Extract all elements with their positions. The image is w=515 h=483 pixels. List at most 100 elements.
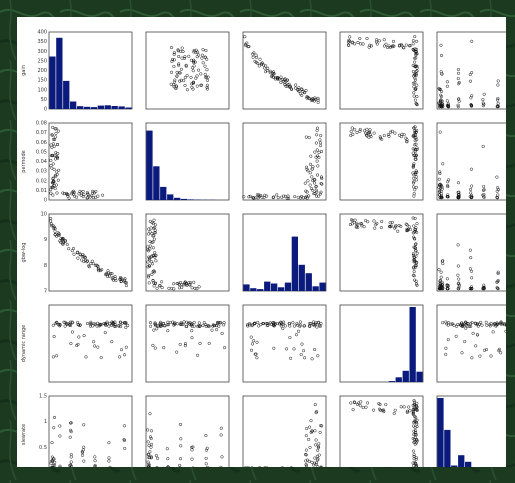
scatter-point <box>415 138 419 142</box>
scatter-point <box>215 320 220 324</box>
scatter-point <box>456 67 460 72</box>
scatter-point <box>289 356 293 360</box>
scatter-point <box>172 51 176 55</box>
scatter-point <box>203 72 207 76</box>
histogram-bar <box>451 465 458 467</box>
scatter-point <box>49 466 53 467</box>
scatter-point <box>349 133 353 138</box>
scatter-point <box>311 188 315 192</box>
scatter-point <box>361 406 365 410</box>
scatter-point <box>113 275 117 279</box>
scatter-point <box>93 459 97 463</box>
scatter-point <box>414 441 419 445</box>
scatter-point <box>52 167 56 171</box>
scatter-point <box>437 268 441 272</box>
scatter-point <box>104 323 108 327</box>
scatter-point <box>439 103 443 107</box>
y-tick-label: 0.01 <box>36 188 47 194</box>
scatter-point <box>412 400 416 404</box>
scatter-point <box>148 412 152 416</box>
scatter-point <box>190 329 194 333</box>
histogram-bar <box>264 281 271 291</box>
scatter-point <box>438 278 443 282</box>
scatter-point <box>307 194 311 198</box>
scatter-point <box>205 57 209 61</box>
scatter-point <box>52 144 56 148</box>
histogram-bar <box>174 197 181 201</box>
scatter-point <box>468 248 472 252</box>
scatter-point <box>199 83 203 87</box>
scatter-point <box>496 270 500 274</box>
scatter-point <box>91 191 95 195</box>
scatter-point <box>62 320 66 324</box>
scatter-point <box>470 287 474 291</box>
scatter-point <box>413 418 417 422</box>
scatter-point <box>191 66 195 70</box>
scatter-point <box>119 348 124 352</box>
scatter-point <box>253 352 257 356</box>
scatter-point <box>484 320 488 324</box>
scatter-point <box>87 265 91 269</box>
scatter-point <box>469 256 473 260</box>
scatter-point <box>320 182 324 186</box>
scatter-point <box>412 464 416 467</box>
scatter-point <box>375 221 379 225</box>
scatter-point <box>152 218 156 222</box>
scatter-point <box>55 170 59 174</box>
scatter-point <box>192 48 196 53</box>
scatter-point <box>97 324 101 328</box>
scatter-point <box>413 432 417 436</box>
scatter-point <box>315 148 319 152</box>
scatter-point <box>389 130 393 134</box>
histogram-bar <box>437 398 444 467</box>
scatter-point <box>56 231 60 235</box>
scatter-point <box>407 405 411 409</box>
histogram-bar <box>160 186 167 200</box>
scatter-point <box>484 348 489 352</box>
scatter-point <box>415 147 419 151</box>
scatter-point <box>496 286 500 290</box>
scatter-point <box>292 347 296 351</box>
scatter-point <box>412 224 416 228</box>
scatter-point <box>304 459 308 463</box>
scatter-point <box>203 64 207 68</box>
scatter-point <box>192 58 196 62</box>
scatter-point <box>172 85 176 89</box>
scatter-point <box>313 429 317 433</box>
scatter-point <box>124 322 128 326</box>
scatter-point <box>415 39 419 43</box>
scatter-point <box>414 175 418 179</box>
histogram-bar <box>104 105 111 110</box>
scatter-point <box>53 137 57 142</box>
scatter-point <box>444 320 448 324</box>
scatter-point <box>414 415 418 419</box>
histogram-bar <box>250 288 257 291</box>
scatter-point <box>114 279 118 283</box>
scatter-point <box>397 223 401 228</box>
scatter-point <box>177 286 182 290</box>
panel-permode-vs-permode <box>145 122 230 201</box>
scatter-point <box>178 342 182 346</box>
scatter-point <box>391 39 396 43</box>
scatter-point <box>149 442 154 446</box>
scatter-point <box>414 404 418 408</box>
scatter-point <box>204 48 208 53</box>
scatter-point <box>413 425 417 429</box>
scatter-point <box>200 53 205 57</box>
scatter-point <box>54 127 58 131</box>
scatter-point <box>271 322 276 326</box>
scatter-point <box>499 321 503 325</box>
scatter-point <box>439 270 443 274</box>
scatter-point <box>277 322 281 326</box>
scatter-point <box>78 323 82 328</box>
scatter-point <box>178 422 183 426</box>
y-tick-label: 100 <box>37 87 47 93</box>
scatter-point <box>57 168 61 172</box>
scatter-point <box>151 246 155 250</box>
panel-frame <box>145 31 230 110</box>
scatter-point <box>279 80 283 85</box>
scatter-point <box>310 357 314 361</box>
scatter-point <box>150 262 155 266</box>
scatter-point <box>393 408 397 412</box>
scatter-point <box>359 400 363 404</box>
